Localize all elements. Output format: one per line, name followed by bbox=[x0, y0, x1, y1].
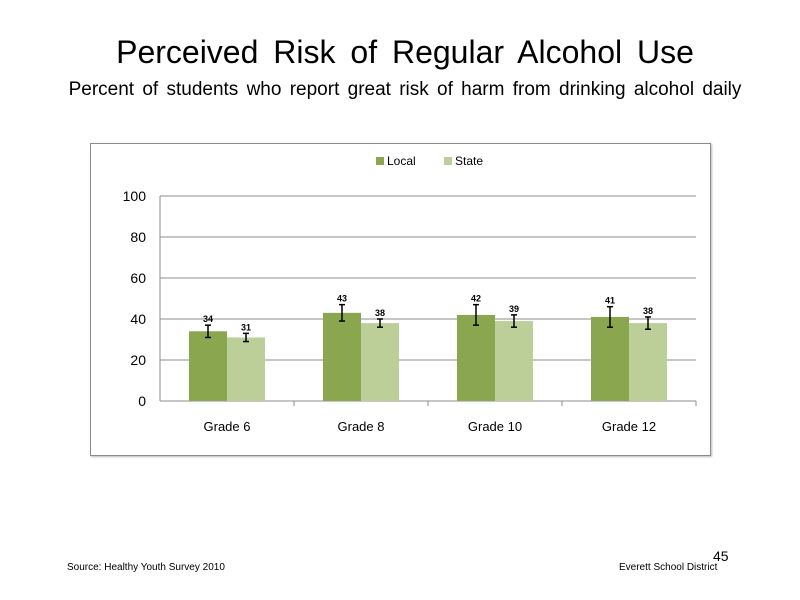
x-tick-label: Grade 10 bbox=[468, 419, 522, 434]
bar-local bbox=[189, 331, 227, 401]
bar-state bbox=[629, 323, 667, 401]
bar-chart: 0 20 40 60 80 100 34 31 Grade 6 43 38 Grade 8 42 39 Gr… bbox=[123, 154, 697, 434]
data-label: 31 bbox=[241, 322, 251, 332]
data-label: 41 bbox=[605, 296, 615, 306]
source-note: Source: Healthy Youth Survey 2010 bbox=[67, 562, 225, 573]
data-label: 43 bbox=[337, 294, 347, 304]
y-tick-label: 100 bbox=[123, 188, 147, 204]
slide-title: Perceived Risk of Regular Alcohol Use bbox=[116, 34, 694, 70]
x-tick-label: Grade 12 bbox=[602, 419, 656, 434]
x-tick-label: Grade 6 bbox=[204, 419, 251, 434]
legend-swatch-state bbox=[444, 157, 452, 165]
bar-state bbox=[361, 323, 399, 401]
bar-local bbox=[457, 314, 495, 401]
y-tick-label: 0 bbox=[138, 393, 146, 409]
data-label: 39 bbox=[509, 304, 519, 314]
chart-frame: 0 20 40 60 80 100 34 31 Grade 6 43 38 Grade 8 42 39 Gr… bbox=[90, 143, 711, 456]
legend-swatch-local bbox=[376, 157, 384, 165]
x-tick-label: Grade 8 bbox=[338, 419, 385, 434]
bar-state bbox=[495, 321, 533, 401]
data-label: 42 bbox=[471, 294, 481, 304]
y-tick-label: 20 bbox=[130, 352, 146, 368]
data-label: 34 bbox=[203, 314, 213, 324]
y-tick-label: 60 bbox=[130, 270, 146, 286]
slide-subtitle: Percent of students who report great ris… bbox=[68, 79, 742, 100]
legend-label-local: Local bbox=[387, 154, 416, 168]
y-tick-label: 40 bbox=[130, 311, 146, 327]
page-number: 45 bbox=[713, 548, 729, 564]
data-label: 38 bbox=[643, 306, 653, 316]
bar-local bbox=[323, 312, 361, 401]
y-tick-label: 80 bbox=[130, 229, 146, 245]
bar-local bbox=[591, 316, 629, 401]
data-label: 38 bbox=[375, 308, 385, 318]
legend-label-state: State bbox=[455, 154, 483, 168]
bar-state bbox=[227, 337, 265, 401]
organization-name: Everett School District bbox=[619, 562, 718, 573]
